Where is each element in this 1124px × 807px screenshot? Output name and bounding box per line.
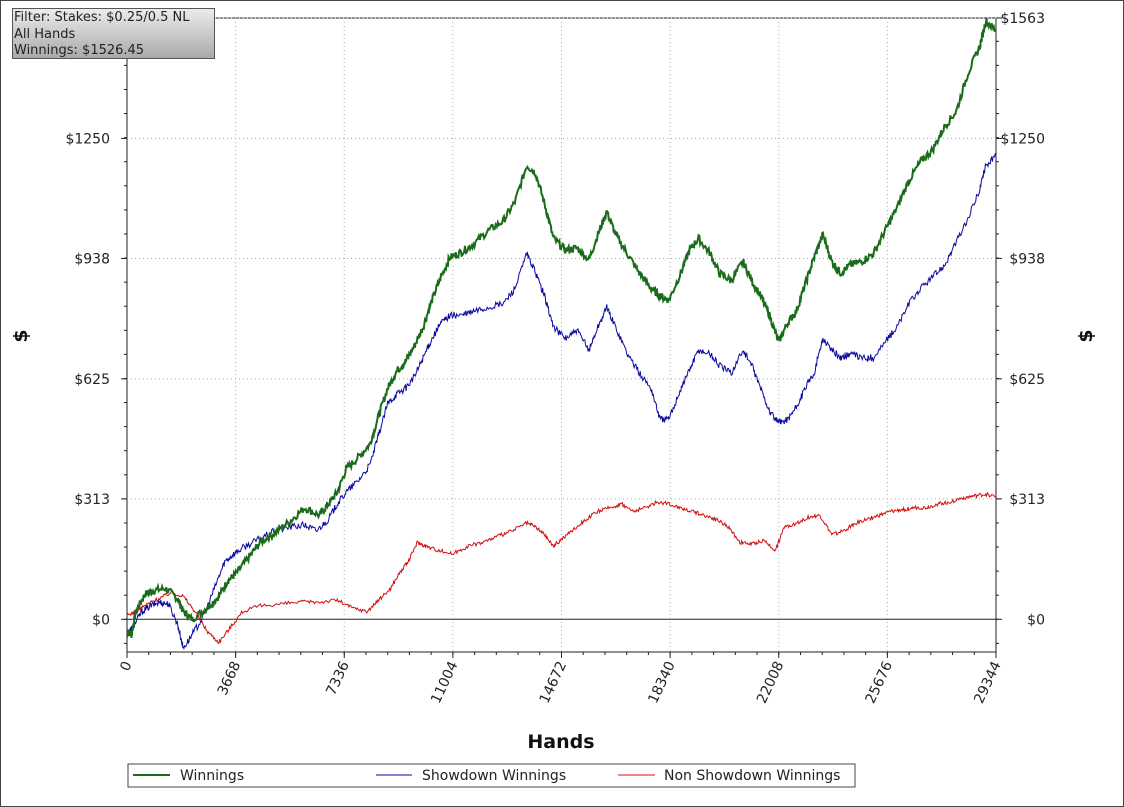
x-tick-label: 0 <box>117 659 135 674</box>
grid-lines <box>127 17 996 652</box>
x-tick-label: 18340 <box>645 659 678 706</box>
y-tick-label-right: $1250 <box>1000 131 1045 147</box>
x-tick-label: 7336 <box>323 659 353 698</box>
axis-ticks <box>121 17 1002 658</box>
y-axis-title-left: $ <box>10 329 32 342</box>
filter-info-box: Filter: Stakes: $0.25/0.5 NL All Hands W… <box>12 8 215 59</box>
legend-label-winnings: Winnings <box>180 768 244 784</box>
y-tick-label-left: $313 <box>74 492 110 508</box>
y-tick-label-right: $1563 <box>1000 11 1045 27</box>
filter-text: Filter: Stakes: $0.25/0.5 NL <box>14 10 190 25</box>
y-tick-label-left: $1250 <box>65 131 110 147</box>
y-tick-label-left: $625 <box>74 372 110 388</box>
x-tick-label: 22008 <box>754 659 787 706</box>
y-tick-label-right: $625 <box>1009 372 1045 388</box>
winnings-text: Winnings: $1526.45 <box>14 43 145 58</box>
y-axis-title-right: $ <box>1075 329 1097 342</box>
x-tick-label: 25676 <box>863 659 896 706</box>
series-line-0 <box>126 18 997 639</box>
series-line-2 <box>126 491 997 644</box>
legend-box <box>127 763 856 788</box>
x-tick-label: 29344 <box>971 659 1004 706</box>
legend-label-showdown: Showdown Winnings <box>422 768 566 784</box>
x-tick-label: 3668 <box>215 659 245 698</box>
x-tick-label: 14672 <box>537 659 570 706</box>
y-tick-label-right: $313 <box>1009 492 1045 508</box>
legend-label-non-showdown: Non Showdown Winnings <box>664 768 840 784</box>
y-tick-label-left: $0 <box>92 612 110 628</box>
legend: Winnings Showdown Winnings Non Showdown … <box>127 763 856 788</box>
hands-text: All Hands <box>14 26 76 42</box>
x-axis-title: Hands <box>527 731 594 753</box>
x-tick-label: 11004 <box>428 659 461 706</box>
y-tick-label-left: $938 <box>74 251 110 267</box>
y-tick-label-right: $938 <box>1009 251 1045 267</box>
y-tick-label-right: $0 <box>1027 612 1045 628</box>
series-lines <box>126 18 997 651</box>
